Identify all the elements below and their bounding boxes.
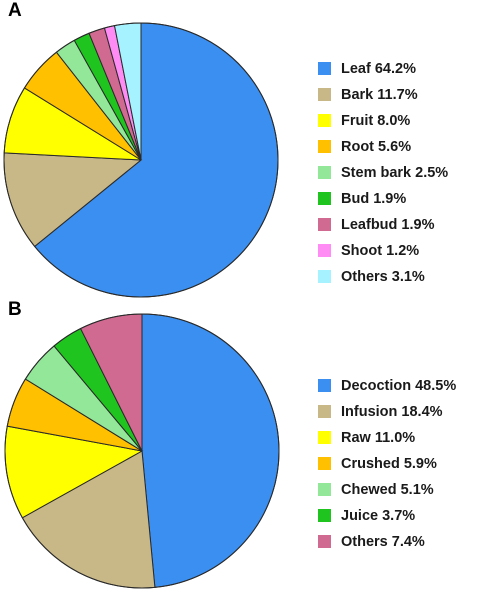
- legend-swatch: [318, 535, 331, 548]
- legend-label: Crushed 5.9%: [341, 456, 437, 472]
- legend-label: Others 3.1%: [341, 269, 425, 285]
- legend-swatch: [318, 405, 331, 418]
- legend-swatch: [318, 62, 331, 75]
- legend-label: Leaf 64.2%: [341, 61, 416, 77]
- legend-swatch: [318, 431, 331, 444]
- legend-swatch: [318, 140, 331, 153]
- legend-label: Others 7.4%: [341, 534, 425, 550]
- panel-label: B: [8, 299, 22, 320]
- legend-label: Juice 3.7%: [341, 508, 416, 524]
- legend-label: Shoot 1.2%: [341, 243, 420, 259]
- legend-swatch: [318, 192, 331, 205]
- pie-chart-plant-parts: [3, 22, 279, 298]
- legend-label: Raw 11.0%: [341, 430, 416, 446]
- legend-swatch: [318, 270, 331, 283]
- pie-chart-preparation-methods: [4, 313, 280, 589]
- legend-swatch: [318, 166, 331, 179]
- legend-label: Stem bark 2.5%: [341, 165, 449, 181]
- legend-swatch: [318, 509, 331, 522]
- legend-label: Leafbud 1.9%: [341, 217, 435, 233]
- legend-swatch: [318, 483, 331, 496]
- legend-label: Chewed 5.1%: [341, 482, 434, 498]
- legend-label: Fruit 8.0%: [341, 113, 411, 129]
- pie-slice-decoction: [141, 313, 280, 588]
- legend-label: Infusion 18.4%: [341, 404, 443, 420]
- legend-swatch: [318, 457, 331, 470]
- pie-outline: [3, 22, 279, 298]
- legend-swatch: [318, 244, 331, 257]
- legend-label: Bud 1.9%: [341, 191, 407, 207]
- panel-label: A: [8, 0, 22, 21]
- legend-swatch: [318, 379, 331, 392]
- legend-label: Decoction 48.5%: [341, 378, 457, 394]
- legend-swatch: [318, 218, 331, 231]
- legend-swatch: [318, 88, 331, 101]
- legend-label: Root 5.6%: [341, 139, 412, 155]
- chart-panel-b: B Decoction 48.5% Infusion 18.4% Raw 11.0%…: [0, 296, 484, 591]
- legend-swatch: [318, 114, 331, 127]
- legend-label: Bark 11.7%: [341, 87, 418, 103]
- pie-outline: [4, 313, 280, 589]
- chart-panel-a: A Leaf 64.2% Bark 11.7% Fruit 8.0% Root 5.6…: [3, 0, 449, 298]
